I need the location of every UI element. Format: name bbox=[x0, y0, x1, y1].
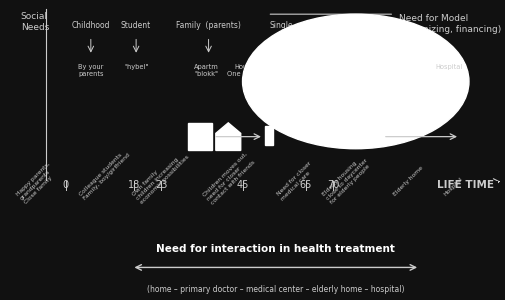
Text: Children moves out,
need for closer
contact with friends: Children moves out, need for closer cont… bbox=[202, 151, 257, 205]
Text: Own family
children increasing
economic possibilities: Own family children increasing economic … bbox=[131, 146, 190, 205]
Text: Colleague students
Family, boy/girlfriend: Colleague students Family, boy/girlfrien… bbox=[78, 148, 131, 201]
Text: Elderly housing
close to daycenter
for elderly people: Elderly housing close to daycenter for e… bbox=[321, 154, 372, 205]
Text: By your
parents: By your parents bbox=[78, 64, 104, 77]
Text: (home – primary doctor – medical center – elderly home – hospital): (home – primary doctor – medical center … bbox=[147, 285, 403, 294]
Bar bbox=[265, 126, 273, 145]
Text: Need for interaction in health treatment: Need for interaction in health treatment bbox=[156, 244, 394, 254]
Text: 23: 23 bbox=[155, 180, 167, 190]
Text: Childhood: Childhood bbox=[71, 21, 110, 30]
Text: "hybel": "hybel" bbox=[124, 64, 148, 70]
Text: Hospital: Hospital bbox=[434, 64, 461, 70]
Text: 65: 65 bbox=[299, 180, 312, 190]
Text: 18: 18 bbox=[127, 180, 140, 190]
Text: 45: 45 bbox=[236, 180, 248, 190]
Text: Apartm
"blokk": Apartm "blokk" bbox=[193, 64, 218, 77]
Text: Hospital: Hospital bbox=[442, 176, 463, 197]
Ellipse shape bbox=[242, 14, 468, 149]
Text: Happy parents,
grandparents
Close family: Happy parents, grandparents Close family bbox=[15, 161, 59, 205]
Polygon shape bbox=[216, 123, 240, 150]
Text: Single: Single bbox=[269, 21, 292, 30]
Text: Social
Needs: Social Needs bbox=[21, 13, 49, 32]
Text: 70: 70 bbox=[326, 180, 339, 190]
Text: Elderly home: Elderly home bbox=[391, 165, 423, 197]
Text: House
One family: House One family bbox=[226, 64, 263, 77]
Bar bbox=[188, 123, 211, 150]
Text: Social N
Clus...: Social N Clus... bbox=[274, 64, 300, 77]
Text: 0: 0 bbox=[63, 180, 69, 190]
Text: Need for closer
medical care: Need for closer medical care bbox=[275, 161, 316, 201]
Text: Need for Model
(organizing, financing): Need for Model (organizing, financing) bbox=[398, 14, 500, 34]
Text: Student: Student bbox=[121, 21, 151, 30]
Text: Family  (parents): Family (parents) bbox=[176, 21, 240, 30]
Text: LIFE TIME: LIFE TIME bbox=[436, 180, 493, 190]
